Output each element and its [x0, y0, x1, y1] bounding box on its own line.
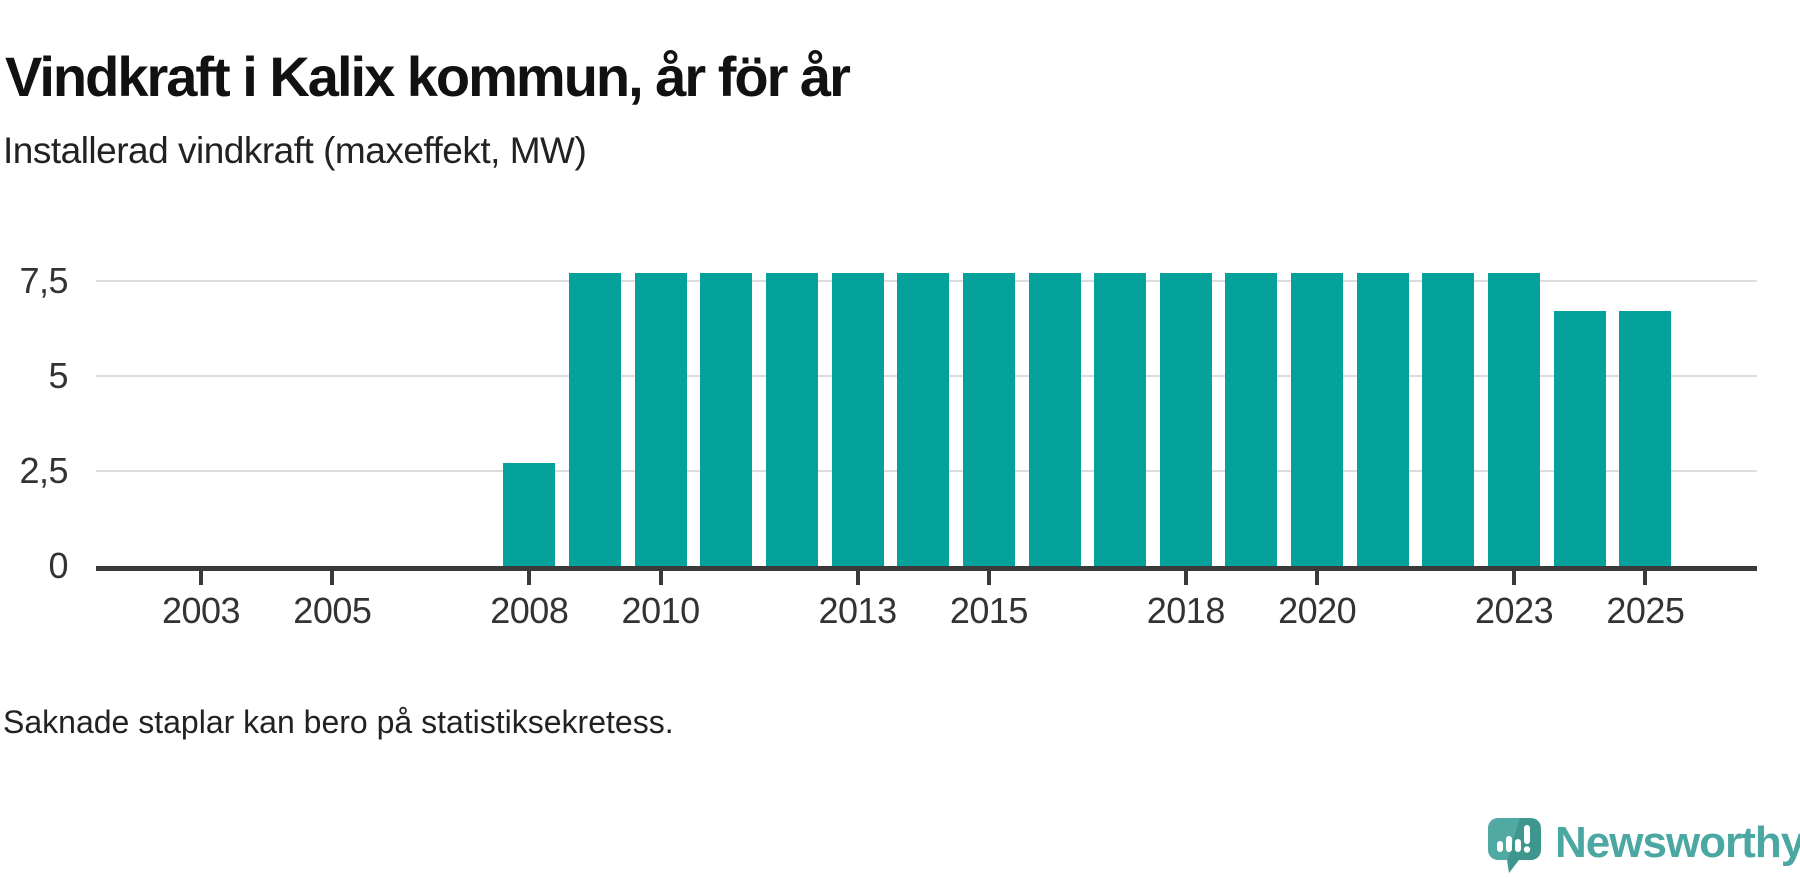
x-tick-2013: [855, 571, 860, 585]
bar-2018: [1159, 273, 1212, 566]
x-axis-label-2025: 2025: [1606, 590, 1685, 631]
x-tick-2023: [1512, 571, 1517, 585]
chart-footnote: Saknade staplar kan bero på statistiksek…: [3, 704, 674, 740]
bar-2015: [962, 273, 1015, 566]
newsworthy-logo-icon: [1488, 818, 1541, 873]
x-axis-label-2015: 2015: [949, 590, 1029, 631]
x-axis-label-2018: 2018: [1146, 590, 1226, 631]
branding: Newsworthy: [1488, 818, 1800, 873]
y-axis-label-2,5: 2,5: [19, 450, 68, 491]
bar-2013: [831, 273, 884, 566]
x-tick-2020: [1315, 571, 1320, 585]
x-axis-label-2010: 2010: [621, 590, 701, 631]
y-axis-label-7,5: 7,5: [19, 260, 68, 301]
bar-2010: [634, 273, 687, 566]
branding-wordmark: Newsworthy: [1555, 818, 1800, 867]
x-axis-label-2005: 2005: [293, 590, 372, 631]
bar-2021: [1356, 273, 1409, 566]
x-tick-2025: [1643, 571, 1648, 585]
bar-2016: [1028, 273, 1081, 566]
y-axis-label-5: 5: [48, 355, 68, 396]
bar-2009: [568, 273, 621, 566]
x-axis-line: [96, 566, 1757, 571]
bar-2022: [1422, 273, 1475, 566]
chart-subtitle: Installerad vindkraft (maxeffekt, MW): [3, 130, 587, 171]
x-axis-label-2013: 2013: [818, 590, 898, 631]
x-tick-2008: [527, 571, 532, 585]
bar-2020: [1291, 273, 1344, 566]
bar-2025: [1619, 311, 1672, 566]
x-tick-2015: [986, 571, 991, 585]
bar-2019: [1225, 273, 1278, 566]
x-tick-2003: [199, 571, 204, 585]
x-axis-label-2023: 2023: [1475, 590, 1554, 631]
bar-2008: [503, 463, 556, 566]
x-axis-label-2003: 2003: [161, 590, 241, 631]
x-axis-label-2020: 2020: [1278, 590, 1357, 631]
x-axis-label-2008: 2008: [490, 590, 569, 631]
page-title: Vindkraft i Kalix kommun, år för år: [5, 44, 851, 108]
bar-2014: [897, 273, 950, 566]
bar-2012: [765, 273, 818, 566]
y-axis-label-0: 0: [48, 545, 68, 586]
x-tick-2005: [330, 571, 335, 585]
bar-2024: [1553, 311, 1606, 566]
bar-2011: [700, 273, 753, 566]
bar-2023: [1488, 273, 1541, 566]
x-tick-2018: [1183, 571, 1188, 585]
bar-2017: [1094, 273, 1147, 566]
x-tick-2010: [658, 571, 663, 585]
